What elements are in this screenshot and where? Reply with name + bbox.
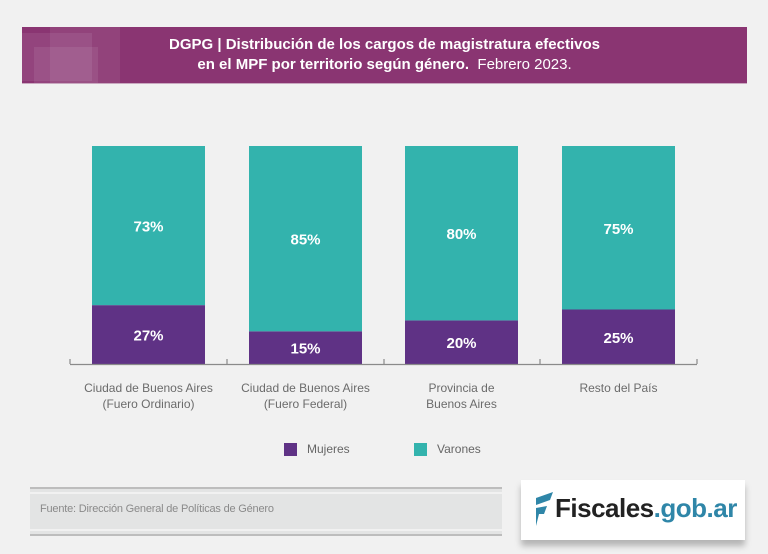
chart-title-bold: en el MPF por territorio según género.: [197, 56, 470, 73]
bar-varones: [405, 146, 518, 321]
fiscales-f-icon: [536, 492, 553, 526]
bar-varones: [249, 146, 362, 332]
banner-decoration: [22, 33, 92, 81]
legend-label-varones: Varones: [437, 442, 481, 456]
chart-title-line1: DGPG | Distribución de los cargos de mag…: [169, 36, 600, 53]
title-banner: DGPG | Distribución de los cargos de mag…: [22, 27, 747, 84]
chart-title: DGPG | Distribución de los cargos de mag…: [22, 35, 747, 75]
legend-swatch-varones: [414, 443, 427, 457]
legend-item-mujeres: Mujeres: [284, 442, 350, 457]
fiscales-logo[interactable]: Fiscales.gob.ar: [521, 480, 745, 540]
data-label-mujeres: 15%: [290, 341, 320, 358]
bar-varones: [92, 146, 205, 306]
x-tick-label: Resto del País: [579, 381, 657, 395]
x-tick-label: (Fuero Federal): [264, 397, 347, 411]
banner-decoration: [50, 27, 120, 83]
x-tick-label: Provincia de: [428, 381, 494, 395]
legend-item-varones: Varones: [414, 442, 481, 457]
source-text: Fuente: Dirección General de Políticas d…: [40, 503, 274, 515]
logo-word-dark: Fiscales: [555, 493, 654, 523]
source-box: Fuente: Dirección General de Políticas d…: [30, 487, 502, 536]
bar-mujeres: [92, 305, 205, 364]
chart-title-date: Febrero 2023.: [477, 56, 572, 73]
source-box-inner: [30, 492, 502, 531]
bar-mujeres: [562, 309, 675, 364]
data-label-varones: 73%: [133, 219, 163, 236]
data-label-varones: 85%: [290, 232, 320, 249]
x-tick-label: Ciudad de Buenos Aires: [84, 381, 213, 395]
bar-mujeres: [405, 320, 518, 364]
legend-label-mujeres: Mujeres: [307, 442, 350, 456]
data-label-mujeres: 27%: [133, 328, 163, 345]
x-tick-label: Ciudad de Buenos Aires: [241, 381, 370, 395]
banner-decoration: [34, 47, 98, 83]
legend-swatch-mujeres: [284, 443, 297, 457]
stacked-bar-chart: 27% 73% Ciudad de Buenos Aires (Fuero Ordin…: [69, 146, 698, 411]
x-tick-label: (Fuero Ordinario): [102, 397, 194, 411]
logo-word-blue: .gob.ar: [653, 493, 738, 523]
logo-wordmark: Fiscales.gob.ar: [555, 493, 737, 524]
bar-mujeres: [249, 331, 362, 364]
data-label-varones: 75%: [603, 221, 633, 238]
data-label-mujeres: 25%: [603, 330, 633, 347]
chart-title-line2: en el MPF por territorio según género. F…: [22, 55, 747, 75]
bar-varones: [562, 146, 675, 310]
data-label-varones: 80%: [446, 226, 476, 243]
data-label-mujeres: 20%: [446, 335, 476, 352]
x-tick-label: Buenos Aires: [426, 397, 497, 411]
